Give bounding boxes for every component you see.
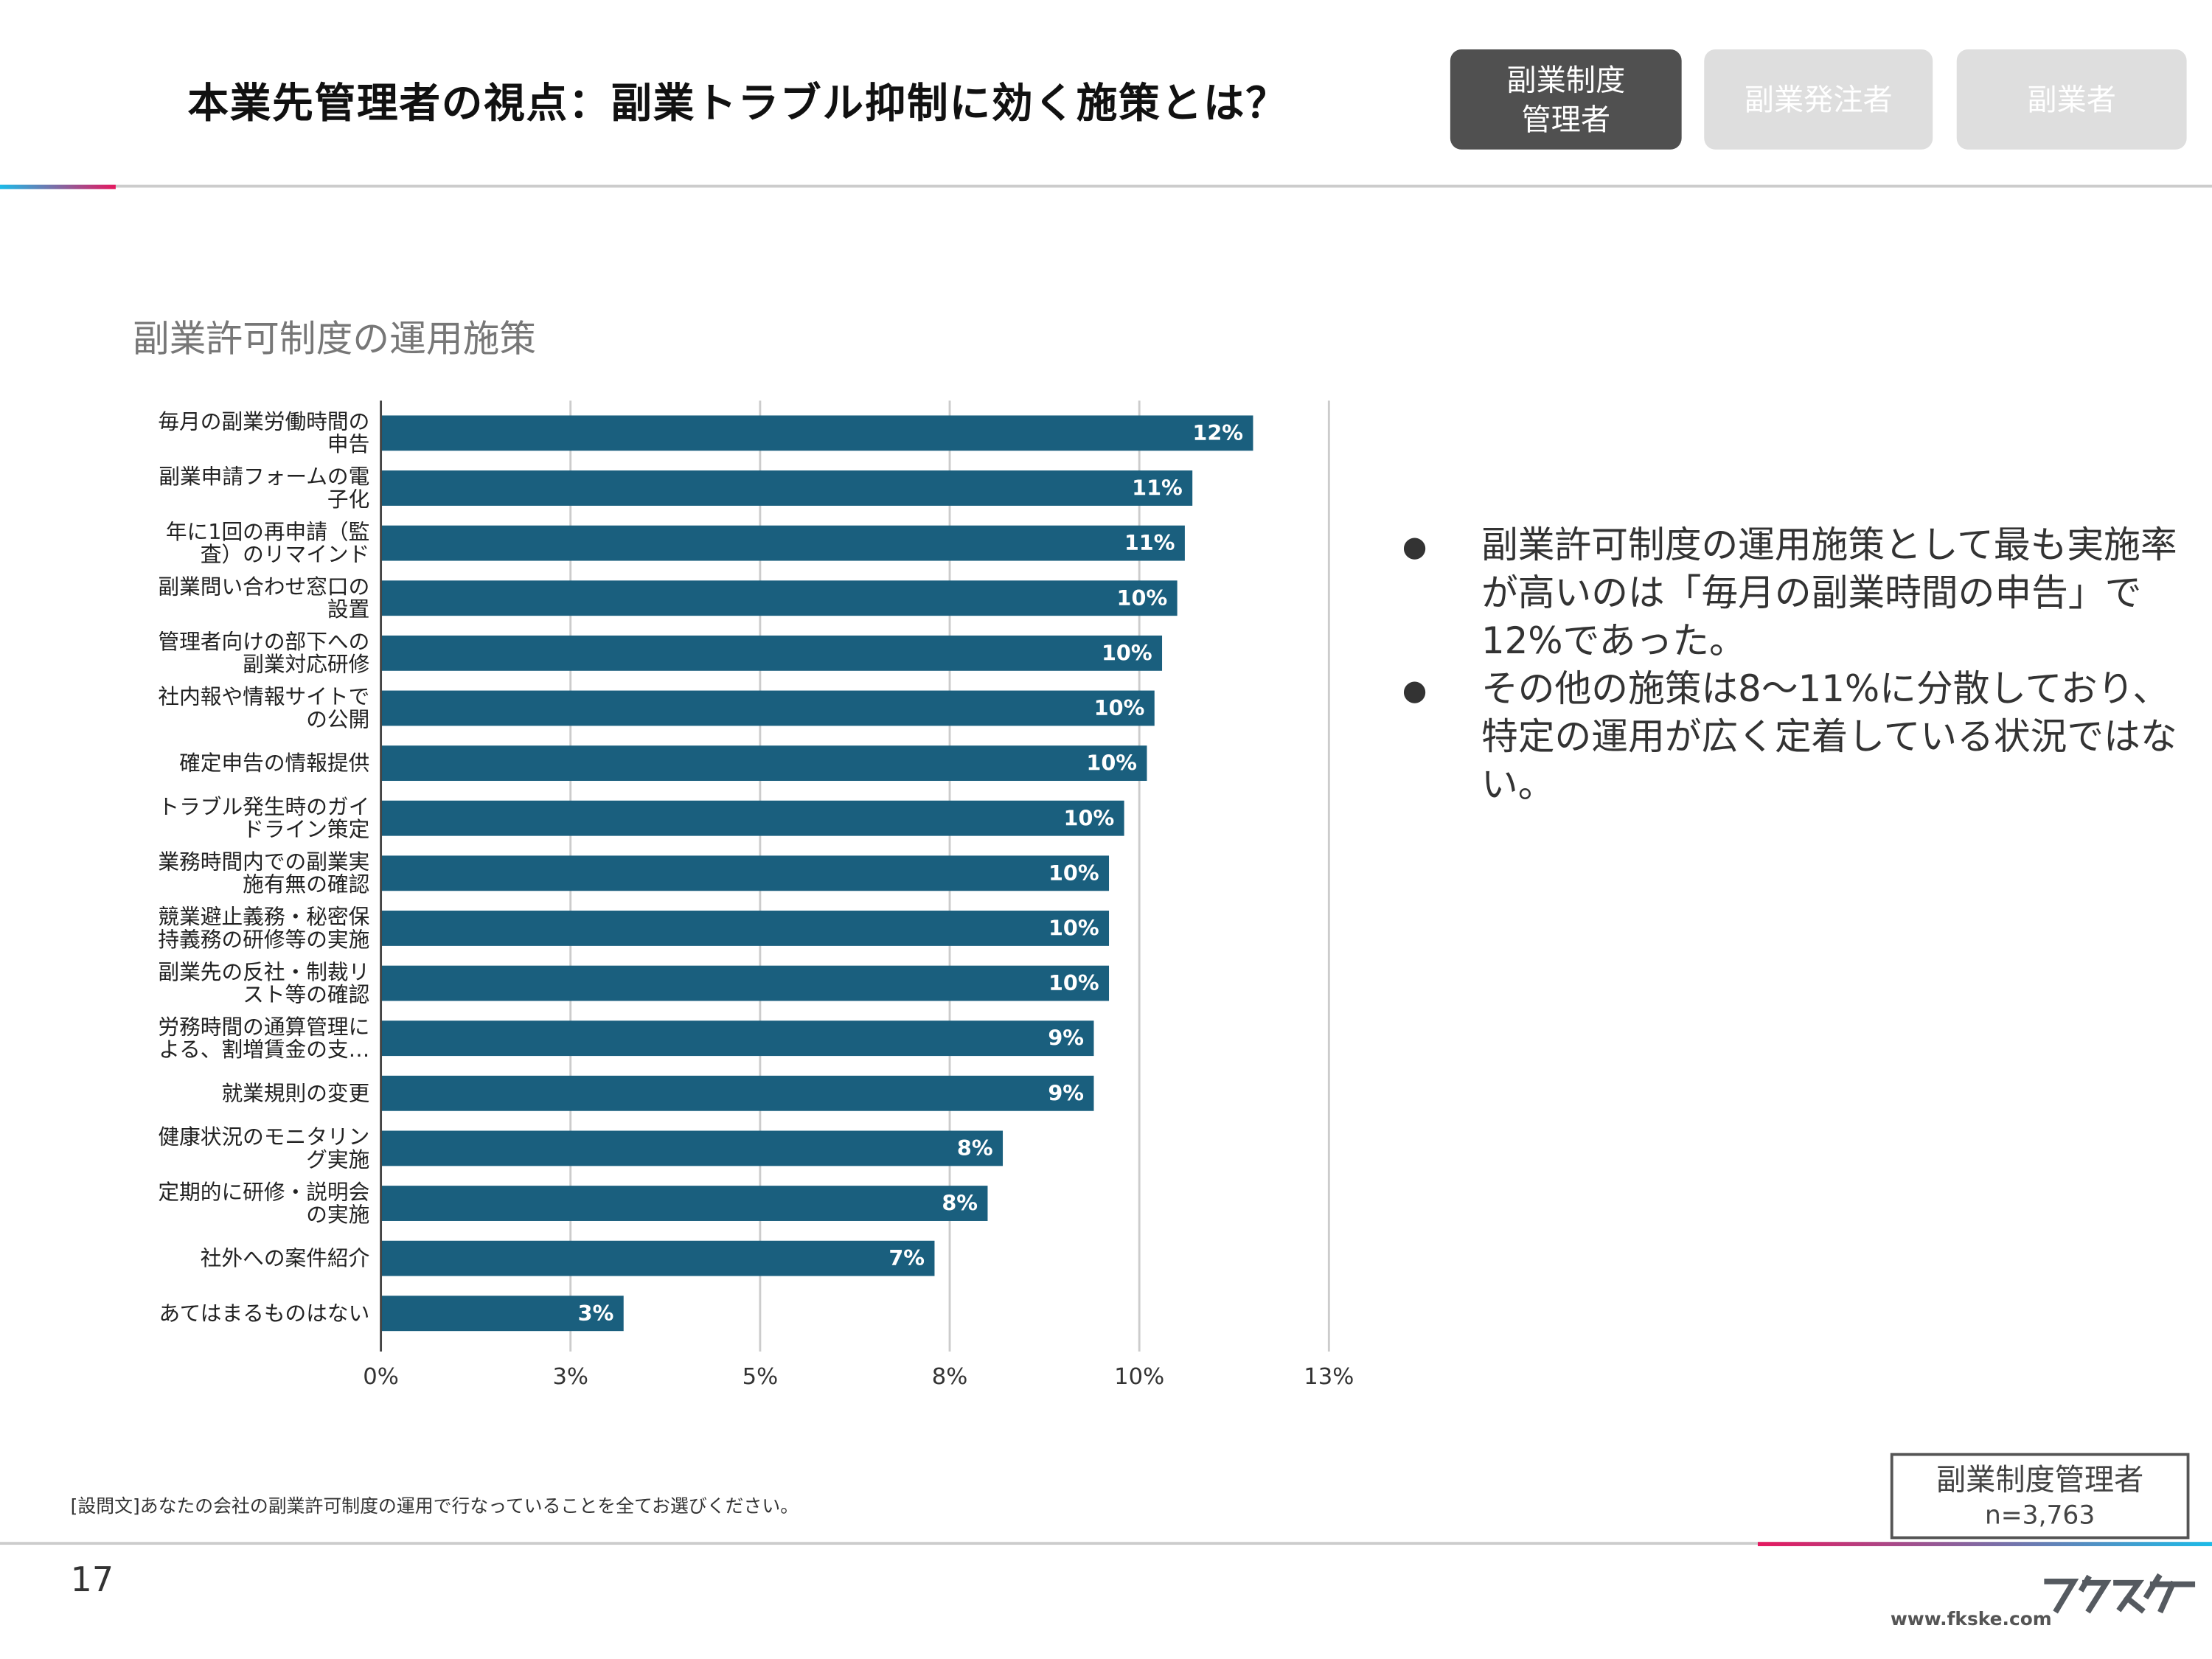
summary-bullets: ● 副業許可制度の運用施策として最も実施率が高いのは「毎月の副業時間の申告」で12… [1397, 522, 2201, 810]
footer-divider [0, 1542, 2212, 1545]
bar [380, 1295, 624, 1332]
bar [380, 470, 1193, 506]
data-label: 10% [1048, 860, 1099, 886]
category-label: 設置 [327, 597, 369, 622]
category-label: トラブル発生時のガイ [158, 794, 369, 819]
data-label: 9% [1048, 1080, 1084, 1105]
category-label: 副業申請フォームの電 [159, 464, 369, 489]
data-label: 10% [1048, 916, 1099, 941]
category-label: ドライン策定 [243, 817, 369, 842]
sample-label: 副業制度管理者 [1936, 1463, 2144, 1498]
category-label: 管理者向けの部下への [158, 629, 369, 654]
bar [380, 580, 1178, 616]
bullet-text: 副業許可制度の運用施策として最も実施率が高いのは「毎月の副業時間の申告」で12%… [1481, 524, 2177, 664]
x-tick-label: 8% [932, 1364, 968, 1390]
data-label: 10% [1117, 585, 1168, 611]
category-label: 子化 [327, 487, 369, 512]
header-divider [0, 184, 2212, 188]
tab-side-job-worker[interactable]: 副業者 [1956, 49, 2187, 150]
data-label: 10% [1102, 640, 1152, 665]
bullet-icon: ● [1402, 672, 1427, 707]
data-label: 11% [1124, 530, 1175, 555]
bullet-item: ● 副業許可制度の運用施策として最も実施率が高いのは「毎月の副業時間の申告」で12… [1397, 522, 2201, 666]
data-label: 10% [1064, 805, 1115, 830]
data-label: 10% [1094, 695, 1145, 720]
category-label: グ実施 [306, 1147, 369, 1172]
question-text: [設問文]あなたの会社の副業許可制度の運用で行なっていることを全てお選びください… [70, 1497, 799, 1518]
data-label: 9% [1048, 1026, 1084, 1051]
data-label: 3% [578, 1301, 614, 1326]
category-label: 毎月の副業労働時間の [158, 409, 369, 434]
bar [380, 635, 1163, 671]
bar [380, 965, 1110, 1001]
x-tick-label: 3% [552, 1364, 588, 1390]
category-label: の公開 [306, 706, 369, 731]
category-label: 確定申告の情報提供 [179, 751, 369, 776]
x-tick-label: 5% [742, 1364, 779, 1390]
bar [380, 800, 1124, 836]
category-label: 就業規則の変更 [221, 1080, 369, 1105]
header-accent [0, 184, 116, 189]
data-label: 8% [957, 1135, 993, 1161]
bullet-icon: ● [1402, 529, 1427, 563]
category-label: の実施 [306, 1202, 369, 1227]
bar [380, 1186, 988, 1221]
footer-accent [1757, 1542, 2212, 1546]
category-label: 社外への案件紹介 [201, 1245, 370, 1270]
category-label: 年に1回の再申請（監 [166, 519, 369, 544]
bar [380, 525, 1185, 561]
x-tick-label: 0% [363, 1364, 399, 1390]
page-number: 17 [70, 1560, 114, 1600]
website-url[interactable]: www.fkske.com [1890, 1610, 2052, 1631]
category-label: あてはまるものはない [159, 1301, 370, 1326]
bullet-item: ● その他の施策は8～11%に分散しており、特定の運用が広く定着している状況ではな… [1397, 666, 2201, 810]
category-label: 定期的に研修・説明会 [158, 1179, 369, 1204]
category-label: 健康状況のモニタリン [158, 1124, 369, 1150]
sample-size: n=3,763 [1984, 1500, 2096, 1531]
category-label: 申告 [327, 431, 369, 456]
category-label: 社内報や情報サイトで [158, 684, 369, 709]
category-label: 施有無の確認 [243, 872, 369, 897]
bar [380, 855, 1110, 891]
bar [380, 415, 1253, 451]
bar [380, 690, 1155, 726]
data-label: 8% [942, 1191, 978, 1216]
fukusuke-logo [2044, 1573, 2196, 1614]
bar [380, 1075, 1094, 1111]
category-label: 副業問い合わせ窓口の [158, 574, 369, 599]
category-label: 査）のリマインド [201, 541, 370, 566]
sample-box: 副業制度管理者 n=3,763 [1890, 1453, 2190, 1540]
category-label: 副業先の反社・制裁リ [158, 959, 369, 984]
bar [380, 1020, 1094, 1057]
x-tick-label: 10% [1114, 1364, 1164, 1390]
page-title: 本業先管理者の視点：副業トラブル抑制に効く施策とは？ [187, 79, 1288, 128]
category-label: 持義務の研修等の実施 [158, 927, 369, 952]
data-label: 7% [888, 1245, 925, 1270]
category-label: 副業対応研修 [243, 652, 369, 677]
category-label: 競業避止義務・秘密保 [158, 904, 369, 929]
bullet-text: その他の施策は8～11%に分散しており、特定の運用が広く定着している状況ではない… [1481, 668, 2177, 807]
chart-title: 副業許可制度の運用施策 [132, 319, 537, 361]
category-label: 業務時間内での副業実 [158, 849, 369, 874]
bar [380, 745, 1147, 782]
bar [380, 1130, 1004, 1166]
tab-side-job-admin[interactable]: 副業制度 管理者 [1450, 49, 1682, 150]
data-label: 10% [1048, 970, 1099, 995]
category-label: よる、割増賃金の支… [159, 1037, 369, 1062]
x-tick-label: 13% [1304, 1364, 1354, 1390]
bar [380, 911, 1110, 946]
bar [380, 1240, 935, 1276]
category-label: スト等の確認 [243, 981, 369, 1006]
data-label: 12% [1192, 420, 1243, 445]
data-label: 10% [1086, 751, 1137, 776]
tab-side-job-client[interactable]: 副業発注者 [1704, 49, 1933, 150]
data-label: 11% [1132, 476, 1183, 501]
category-label: 労務時間の通算管理に [158, 1014, 369, 1039]
